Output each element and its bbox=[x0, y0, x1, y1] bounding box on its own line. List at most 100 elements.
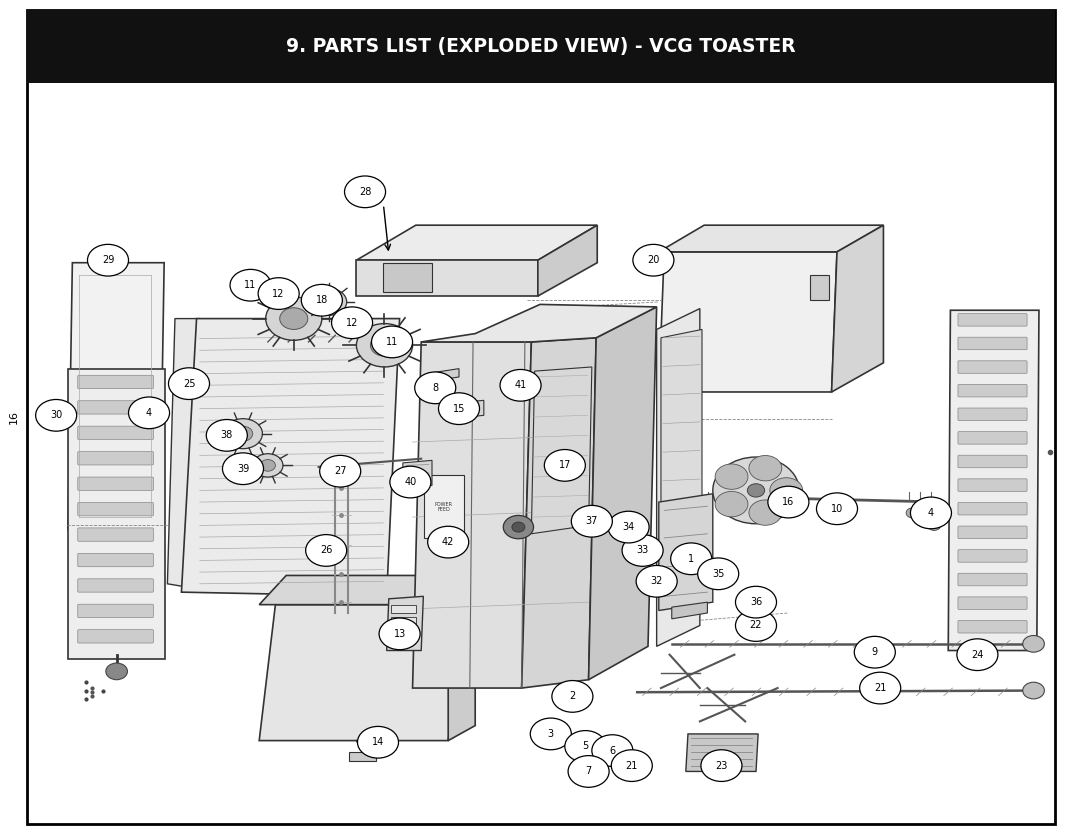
Bar bbox=[27, 10, 1055, 83]
Circle shape bbox=[415, 372, 456, 404]
Text: 14: 14 bbox=[372, 737, 384, 747]
Circle shape bbox=[715, 491, 748, 517]
Circle shape bbox=[906, 508, 919, 518]
Circle shape bbox=[356, 324, 413, 367]
Circle shape bbox=[224, 419, 262, 449]
FancyBboxPatch shape bbox=[958, 597, 1027, 610]
Circle shape bbox=[500, 369, 541, 401]
Circle shape bbox=[633, 244, 674, 276]
Circle shape bbox=[592, 735, 633, 766]
Circle shape bbox=[715, 464, 748, 490]
Circle shape bbox=[168, 368, 210, 399]
Polygon shape bbox=[421, 304, 657, 342]
Polygon shape bbox=[259, 605, 464, 741]
Circle shape bbox=[552, 681, 593, 712]
Text: 12: 12 bbox=[346, 318, 359, 328]
Text: 1: 1 bbox=[688, 554, 694, 564]
Polygon shape bbox=[68, 369, 165, 659]
FancyBboxPatch shape bbox=[78, 375, 153, 389]
Circle shape bbox=[860, 672, 901, 704]
Circle shape bbox=[816, 493, 858, 525]
FancyBboxPatch shape bbox=[78, 630, 153, 643]
Polygon shape bbox=[391, 617, 416, 626]
Text: 22: 22 bbox=[750, 620, 762, 631]
Circle shape bbox=[357, 726, 399, 758]
Circle shape bbox=[701, 750, 742, 781]
Circle shape bbox=[735, 586, 777, 618]
Text: 16: 16 bbox=[9, 410, 19, 424]
Text: 27: 27 bbox=[334, 466, 347, 476]
FancyBboxPatch shape bbox=[958, 526, 1027, 539]
Polygon shape bbox=[505, 375, 535, 392]
Text: 17: 17 bbox=[558, 460, 571, 470]
Text: 11: 11 bbox=[386, 337, 399, 347]
Text: 18: 18 bbox=[315, 295, 328, 305]
Text: 33: 33 bbox=[636, 545, 649, 555]
Text: 21: 21 bbox=[625, 761, 638, 771]
Text: 9. PARTS LIST (EXPLODED VIEW) - VCG TOASTER: 9. PARTS LIST (EXPLODED VIEW) - VCG TOAS… bbox=[286, 38, 796, 56]
FancyBboxPatch shape bbox=[958, 432, 1027, 445]
Circle shape bbox=[748, 455, 782, 481]
Circle shape bbox=[301, 284, 342, 316]
Text: 30: 30 bbox=[50, 410, 63, 420]
Polygon shape bbox=[383, 263, 432, 292]
Text: 41: 41 bbox=[514, 380, 527, 390]
Text: 29: 29 bbox=[102, 255, 114, 265]
Circle shape bbox=[428, 526, 469, 558]
Circle shape bbox=[332, 307, 373, 339]
Circle shape bbox=[713, 457, 799, 524]
Polygon shape bbox=[356, 225, 597, 260]
FancyBboxPatch shape bbox=[958, 479, 1027, 491]
Text: 26: 26 bbox=[320, 545, 333, 555]
Polygon shape bbox=[403, 460, 432, 488]
Circle shape bbox=[438, 393, 480, 425]
FancyBboxPatch shape bbox=[78, 604, 153, 617]
Circle shape bbox=[312, 289, 347, 315]
Circle shape bbox=[568, 756, 609, 787]
Polygon shape bbox=[589, 307, 657, 680]
FancyBboxPatch shape bbox=[958, 408, 1027, 420]
Text: 4: 4 bbox=[928, 508, 934, 518]
Circle shape bbox=[258, 278, 299, 309]
Polygon shape bbox=[391, 630, 416, 638]
Circle shape bbox=[698, 558, 739, 590]
Text: 9: 9 bbox=[872, 647, 878, 657]
Circle shape bbox=[611, 750, 652, 781]
Text: 15: 15 bbox=[453, 404, 465, 414]
Circle shape bbox=[106, 663, 127, 680]
Circle shape bbox=[379, 618, 420, 650]
Polygon shape bbox=[672, 602, 707, 619]
FancyBboxPatch shape bbox=[78, 451, 153, 465]
FancyBboxPatch shape bbox=[78, 554, 153, 567]
Circle shape bbox=[671, 543, 712, 575]
Circle shape bbox=[36, 399, 77, 431]
FancyBboxPatch shape bbox=[78, 426, 153, 440]
Circle shape bbox=[87, 244, 129, 276]
Circle shape bbox=[233, 426, 253, 441]
Polygon shape bbox=[661, 329, 702, 550]
FancyBboxPatch shape bbox=[78, 401, 153, 414]
Polygon shape bbox=[522, 338, 596, 688]
Text: 40: 40 bbox=[404, 477, 417, 487]
Text: 42: 42 bbox=[442, 537, 455, 547]
Text: 21: 21 bbox=[874, 683, 887, 693]
Circle shape bbox=[345, 176, 386, 208]
Circle shape bbox=[1023, 636, 1044, 652]
Circle shape bbox=[390, 466, 431, 498]
FancyBboxPatch shape bbox=[78, 579, 153, 592]
Text: 23: 23 bbox=[715, 761, 728, 771]
Polygon shape bbox=[948, 310, 1039, 651]
Polygon shape bbox=[832, 225, 883, 392]
Polygon shape bbox=[427, 369, 459, 382]
Text: 35: 35 bbox=[712, 569, 725, 579]
Text: 2: 2 bbox=[569, 691, 576, 701]
Circle shape bbox=[571, 505, 612, 537]
Circle shape bbox=[253, 454, 283, 477]
FancyBboxPatch shape bbox=[958, 550, 1027, 562]
Polygon shape bbox=[356, 260, 538, 296]
Circle shape bbox=[503, 515, 534, 539]
FancyBboxPatch shape bbox=[958, 573, 1027, 585]
Polygon shape bbox=[448, 575, 475, 741]
FancyBboxPatch shape bbox=[958, 455, 1027, 468]
Circle shape bbox=[260, 460, 275, 471]
